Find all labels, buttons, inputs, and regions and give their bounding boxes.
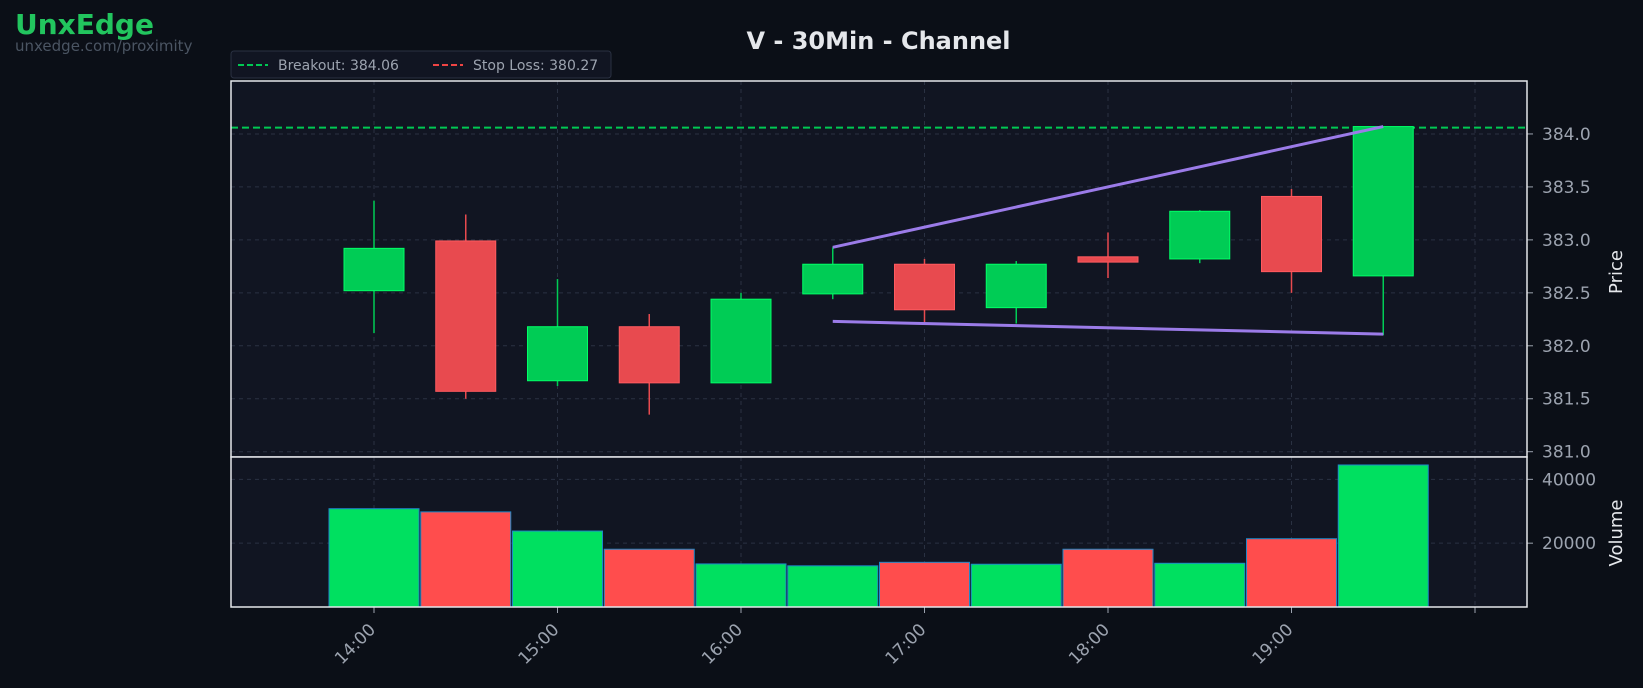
x-tick-label: 15:00: [515, 620, 564, 669]
channel-upper-line: [832, 125, 1384, 249]
candle-body-up: [343, 247, 405, 292]
candle-body-up: [985, 263, 1047, 309]
candle-body-up: [1169, 210, 1231, 260]
volume-bar-up: [787, 565, 879, 608]
candle-body-down: [894, 263, 955, 311]
candle-body-up: [1352, 126, 1414, 277]
volume-bar-up: [1337, 464, 1429, 608]
price-axis-label: Price: [1606, 250, 1627, 294]
candle-body-down: [1077, 256, 1139, 263]
chart-legend: Breakout: 384.06 Stop Loss: 380.27: [230, 50, 612, 79]
legend-label: Stop Loss: 380.27: [473, 58, 598, 74]
candle-body-up: [710, 298, 772, 384]
x-tick-label: 19:00: [1249, 620, 1298, 669]
price-tick-label: 382.0: [1542, 337, 1591, 357]
volume-bar-up: [970, 563, 1062, 608]
legend-box: [230, 50, 612, 79]
volume-panel: 14:00 15:00 16:00 17:00 18:00 19:00 20000 40000: [230, 456, 1596, 669]
price-tick-label: 383.5: [1542, 178, 1591, 198]
volume-tick-label: 20000: [1542, 534, 1596, 554]
volume-bar-up: [695, 563, 787, 608]
volume-bar-down: [420, 511, 512, 608]
x-tick-label: 18:00: [1065, 620, 1114, 669]
volume-bar-up: [1154, 562, 1246, 608]
price-tick-label: 381.0: [1542, 443, 1591, 463]
volume-bar-down: [1246, 538, 1337, 608]
volume-bar-up: [328, 508, 420, 608]
volume-tick-label: 40000: [1542, 470, 1596, 490]
price-tick-label: 383.0: [1542, 231, 1591, 251]
candle-body-down: [435, 240, 497, 392]
brand-url: unxedge.com/proximity: [15, 37, 193, 55]
volume-bar-down: [1062, 548, 1154, 608]
chart-title: V - 30Min - Channel: [746, 27, 1011, 55]
candle-body-down: [618, 326, 680, 384]
volume-bar-down: [603, 548, 695, 608]
volume-panel-border: [230, 456, 1528, 608]
candle-body-down: [1261, 195, 1322, 273]
brand-logo: UnxEdge: [15, 8, 154, 41]
legend-label: Breakout: 384.06: [278, 58, 399, 74]
price-tick-label: 384.0: [1542, 125, 1591, 145]
volume-bar-down: [879, 561, 970, 608]
price-tick-label: 382.5: [1542, 284, 1591, 304]
candle-body-up: [527, 326, 588, 382]
x-tick-label: 17:00: [882, 620, 931, 669]
price-tick-label: 381.5: [1542, 390, 1591, 410]
volume-axis-label: Volume: [1606, 500, 1627, 567]
channel-lower-line: [832, 319, 1384, 336]
x-tick-label: 14:00: [331, 620, 380, 669]
x-tick-label: 16:00: [698, 620, 747, 669]
candle-body-up: [802, 263, 864, 295]
volume-bar-up: [512, 530, 603, 608]
price-panel: 381.0 381.5 382.0 382.5 383.0 383.5 384.0: [230, 80, 1591, 463]
